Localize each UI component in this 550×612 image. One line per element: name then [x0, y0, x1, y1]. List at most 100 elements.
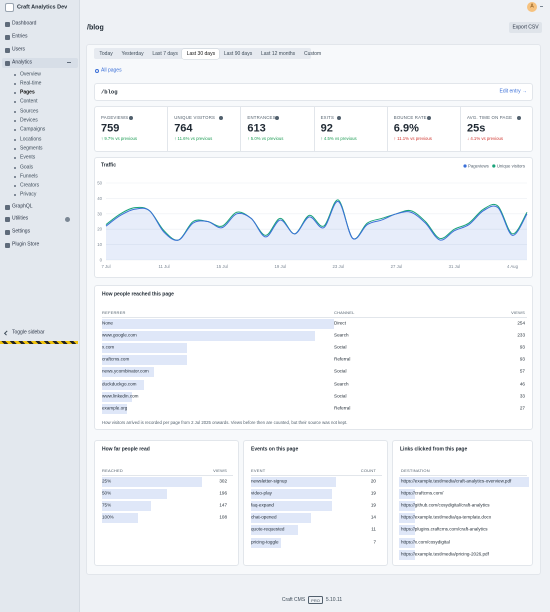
card-title: How far people read [102, 446, 150, 453]
cell: 46 [519, 381, 525, 387]
row-bar [102, 477, 202, 487]
subnav-item[interactable]: Real-time [20, 80, 42, 87]
column-header: REACHED [102, 468, 123, 473]
export-label[interactable]: Export CSV [512, 24, 539, 30]
footer-text: 5.10.11 [325, 597, 343, 603]
subnav-bullet [14, 166, 16, 169]
date-tab[interactable]: Last 90 days [223, 50, 253, 57]
subnav-item[interactable]: Segments [20, 145, 43, 152]
stat-value: 6.9% [393, 122, 419, 135]
subnav-item[interactable]: Content [20, 98, 38, 105]
date-tab[interactable]: Last 30 days [182, 48, 220, 59]
cell: newsletter-signup [251, 478, 288, 484]
export-button[interactable] [509, 22, 542, 33]
subnav-item[interactable]: Creators [20, 182, 40, 189]
subnav-item[interactable]: Overview [20, 71, 41, 77]
stat-divider [240, 106, 242, 152]
subnav-bullet [14, 185, 16, 188]
nav-item[interactable]: GraphQL [12, 203, 33, 210]
cell: 93 [519, 357, 525, 362]
toggle-sidebar[interactable]: Toggle sidebar [12, 329, 45, 336]
x-tick-label: 11 Jul [158, 264, 169, 269]
page-card [94, 83, 533, 101]
cell: https://x.com/cosydigital [401, 539, 450, 545]
line [105, 200, 528, 241]
subnav-bullet [14, 147, 16, 150]
subnav-item[interactable]: Funnels [20, 173, 38, 180]
date-tab[interactable]: Last 12 months [261, 50, 296, 57]
cell: x.com [102, 344, 115, 350]
subnav-item[interactable]: Locations [20, 136, 42, 143]
subnav-item[interactable]: Campaigns [20, 126, 46, 133]
cell: https://example.test/media/pricing-2026.… [401, 551, 489, 557]
edit-entry[interactable]: Edit entry → [499, 88, 527, 94]
stat-label: AVG. TIME ON PAGE [467, 114, 513, 120]
date-tab[interactable]: Custom [303, 50, 322, 57]
cell: 19 [370, 502, 376, 508]
row-bar [251, 489, 332, 500]
cell: 57 [519, 369, 525, 375]
header-rule [251, 475, 382, 476]
info-icon [427, 116, 432, 120]
footer-text: PRO [308, 596, 323, 604]
card-title: Events on this page [251, 446, 299, 453]
nav-item[interactable]: Users [12, 46, 26, 53]
subnav-item[interactable]: Pages [20, 89, 35, 96]
row-bar [102, 319, 334, 329]
row-bar [102, 331, 315, 342]
nav-item[interactable]: Utilities [12, 215, 29, 222]
subnav-item[interactable]: Devices [20, 117, 38, 124]
row-bar [399, 525, 416, 536]
column-header: REFERRER [102, 310, 126, 315]
nav-item[interactable]: Analytics [12, 59, 33, 66]
nav-item[interactable]: Plugin Store [12, 241, 40, 248]
chart-title: Traffic [101, 162, 117, 169]
row-bar [102, 343, 187, 354]
cell: 7 [373, 539, 376, 545]
stat-label: PAGEVIEWS [101, 114, 129, 120]
cell: 50% [102, 490, 112, 496]
y-tick-label: 40 [97, 196, 102, 201]
cell: craftcms.com [102, 357, 130, 362]
row-bar [102, 513, 138, 524]
traffic-chart: 0 10 20 30 40 50 7 Jul 11 Jul 15 Jul 19 Jul 23 Jul… [97, 164, 528, 269]
date-tab[interactable]: Today [99, 50, 113, 57]
nav-item[interactable]: Entries [12, 33, 28, 40]
row-bar [251, 513, 311, 524]
cell: pricing-toggle [251, 539, 279, 545]
area [106, 201, 527, 260]
subnav-bullet [14, 82, 16, 85]
y-tick-label: 50 [97, 181, 102, 186]
date-tab[interactable]: Yesterday [121, 50, 144, 57]
sidebar [0, 0, 80, 612]
subnav-item[interactable]: Events [20, 154, 36, 161]
back-link[interactable]: All pages [101, 67, 122, 74]
subnav-item[interactable]: Goals [20, 164, 34, 170]
x-tick-label: 4 Aug [507, 264, 519, 269]
links-card: Links clicked from this pageDESTINATIONC… [392, 440, 533, 566]
subnav-item[interactable]: Sources [20, 108, 39, 115]
nav-item[interactable]: Settings [12, 228, 31, 235]
nav-icon [5, 242, 10, 248]
row-bar [399, 489, 416, 500]
stat-change: ↑ 4.5% vs previous [320, 135, 357, 141]
cell: faq-expand [251, 502, 274, 508]
row-bar [102, 379, 145, 390]
date-tab[interactable]: Last 7 days [152, 50, 178, 57]
nav-item[interactable]: Dashboard [12, 20, 37, 27]
cell: news.ycombinator.com [102, 369, 149, 375]
cell: video-play [251, 490, 272, 496]
stat-value: 92 [320, 122, 333, 135]
nav-icon [5, 229, 10, 235]
subnav-item[interactable]: Privacy [20, 191, 37, 198]
site-name: Craft Analytics Dev [17, 3, 68, 10]
column-header: DESTINATION [401, 468, 430, 473]
info-icon [128, 116, 133, 120]
cell: https://plugins.craftcms.com/craft-analy… [401, 527, 488, 533]
footer: Craft CMS PRO 5.10.11 [200, 595, 424, 605]
cell: 20 [370, 478, 376, 484]
cell: 100% [102, 515, 114, 520]
cell: 147 [219, 502, 227, 508]
cell: https://example.test/media/craft-analyti… [401, 478, 512, 484]
y-tick-label: 10 [97, 242, 102, 247]
